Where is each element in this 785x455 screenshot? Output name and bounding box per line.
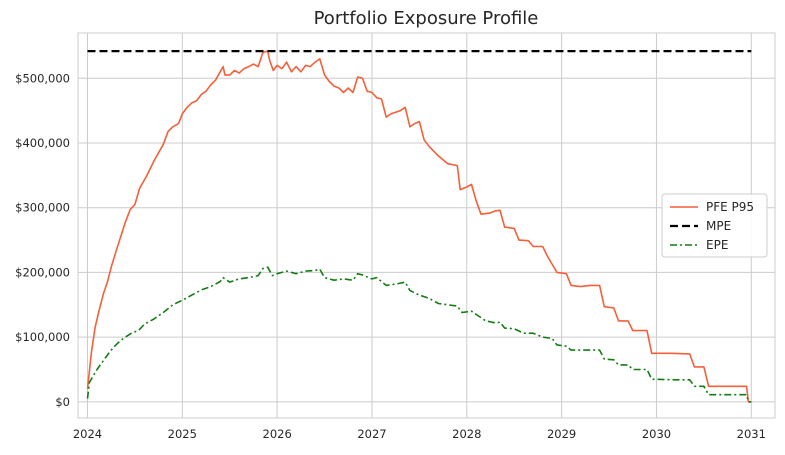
series-line-pfe-p95 xyxy=(86,50,752,403)
y-tick-label: $500,000 xyxy=(15,71,70,85)
y-tick-label: $200,000 xyxy=(15,265,70,279)
y-tick-label: $300,000 xyxy=(15,201,70,215)
legend-box xyxy=(661,193,768,258)
y-tick-label: $400,000 xyxy=(15,136,70,150)
x-tick-label: 2030 xyxy=(642,427,671,441)
y-tick-label: $0 xyxy=(55,395,70,409)
x-tick-label: 2025 xyxy=(168,427,197,441)
series-line-epe xyxy=(86,266,752,403)
grid xyxy=(78,33,775,418)
chart-title: Portfolio Exposure Profile xyxy=(314,8,539,29)
plot-frame xyxy=(77,32,776,419)
x-tick-label: 2026 xyxy=(263,427,292,441)
y-tick-label: $100,000 xyxy=(15,330,70,344)
legend: PFE P95 MPE EPE xyxy=(661,193,768,258)
x-tick-label: 2031 xyxy=(737,427,766,441)
x-tick-label: 2027 xyxy=(357,427,386,441)
x-tick-label: 2029 xyxy=(547,427,576,441)
legend-label: EPE xyxy=(706,238,728,252)
x-tick-label: 2024 xyxy=(73,427,102,441)
legend-label: PFE P95 xyxy=(706,200,754,214)
tick-labels: 2024 2025 2026 2027 2028 2029 2030 2031 $0 $100,0… xyxy=(15,71,766,441)
x-tick-label: 2028 xyxy=(452,427,481,441)
legend-label: MPE xyxy=(706,219,731,233)
series-layer xyxy=(86,50,752,403)
